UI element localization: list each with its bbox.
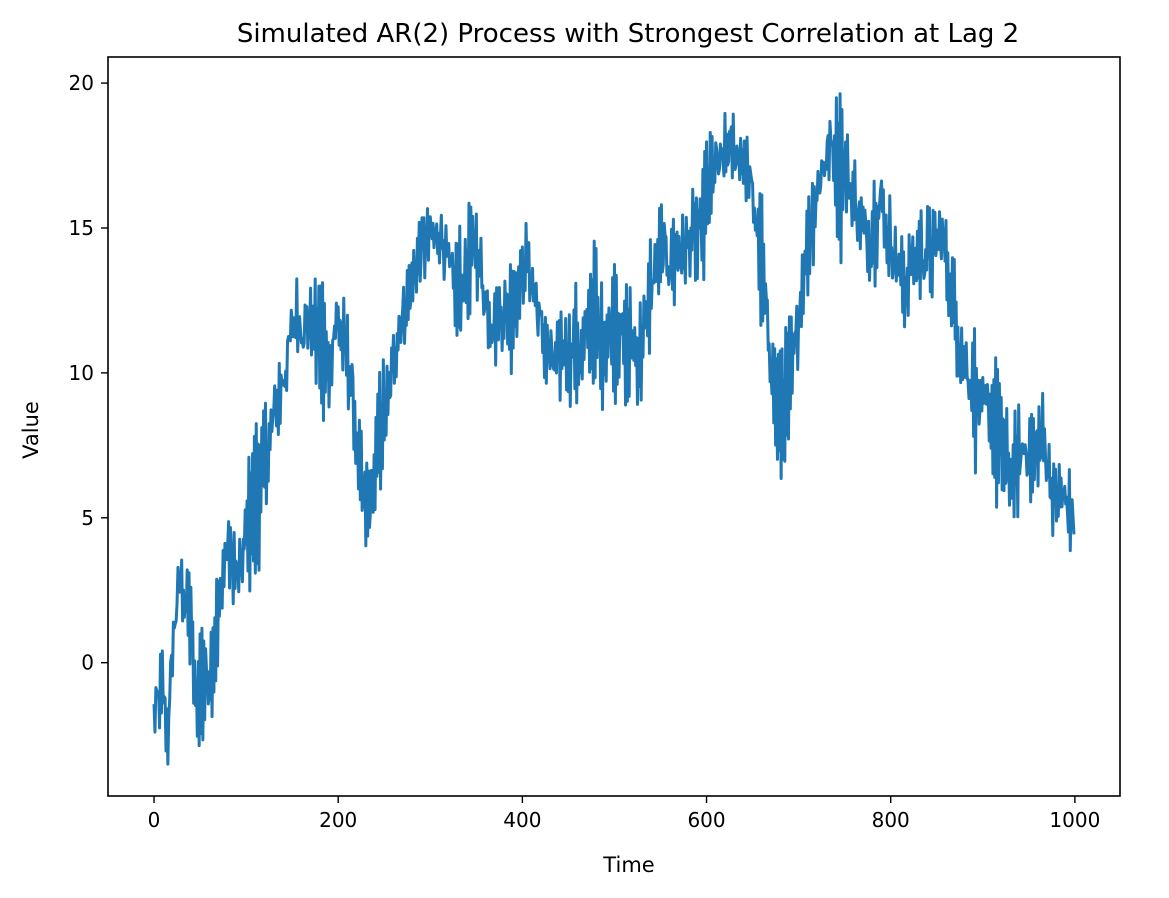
y-tick-label: 5 — [81, 506, 94, 530]
series-line — [152, 92, 1076, 766]
axes-frame — [107, 56, 1121, 797]
chart-title: Simulated AR(2) Process with Strongest C… — [237, 19, 1019, 49]
y-axis: 0 5 10 15 20 — [69, 71, 108, 675]
plot-area — [152, 92, 1076, 766]
x-tick-label: 800 — [872, 808, 910, 832]
y-tick-label: 20 — [69, 71, 94, 95]
y-axis-label: Value — [19, 401, 43, 459]
y-tick-label: 10 — [69, 361, 94, 385]
x-tick-label: 0 — [148, 808, 161, 832]
y-tick-label: 0 — [81, 651, 94, 675]
x-tick-label: 400 — [503, 808, 541, 832]
x-tick-label: 200 — [319, 808, 357, 832]
x-axis-label: Time — [602, 853, 654, 877]
y-tick-label: 15 — [69, 216, 94, 240]
x-axis: 0 200 400 600 800 1000 — [148, 796, 1100, 832]
x-tick-label: 600 — [687, 808, 725, 832]
x-tick-label: 1000 — [1049, 808, 1100, 832]
